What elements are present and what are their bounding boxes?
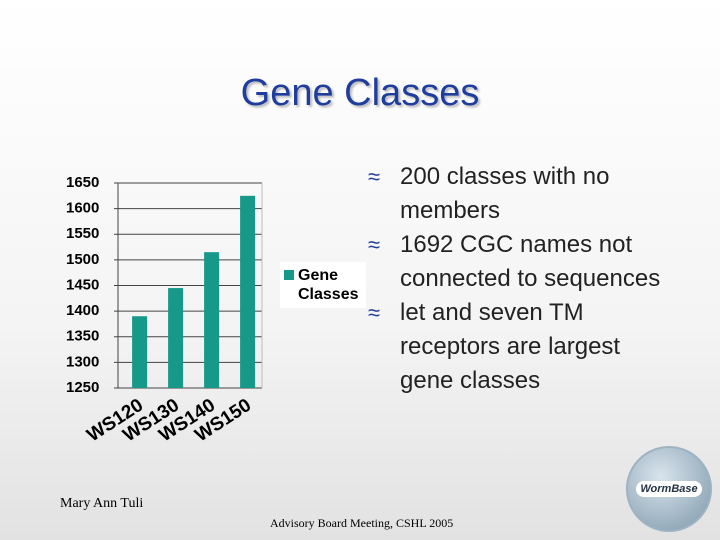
y-tick-label: 1550 [66, 225, 99, 242]
y-tick-label: 1600 [66, 200, 99, 217]
y-tick-label: 1450 [66, 276, 99, 293]
legend-swatch [284, 270, 294, 280]
bullet: 200 classes with no members [368, 160, 668, 228]
y-tick-label: 1300 [66, 353, 99, 370]
logo-text: WormBase [636, 481, 702, 497]
bullet: 1692 CGC names not connected to sequence… [368, 228, 668, 296]
bar [240, 195, 256, 388]
y-tick-label: 1250 [66, 379, 99, 396]
y-tick-label: 1500 [66, 251, 99, 268]
bullet-list: 200 classes with no members 1692 CGC nam… [368, 160, 668, 398]
y-tick-label: 1650 [66, 174, 99, 191]
y-tick-label: 1350 [66, 328, 99, 345]
slide-title: Gene Classes [240, 72, 480, 114]
bar [168, 288, 184, 388]
legend-label: Gene Classes [298, 267, 359, 303]
legend: Gene Classes [280, 262, 366, 308]
author: Mary Ann Tuli [60, 496, 144, 511]
bar [132, 316, 148, 388]
y-tick-label: 1400 [66, 302, 99, 319]
bullet: let and seven TM receptors are largest g… [368, 296, 668, 398]
logo: WormBase [626, 446, 712, 532]
footer: Advisory Board Meeting, CSHL 2005 [270, 516, 454, 530]
bar [204, 252, 220, 388]
